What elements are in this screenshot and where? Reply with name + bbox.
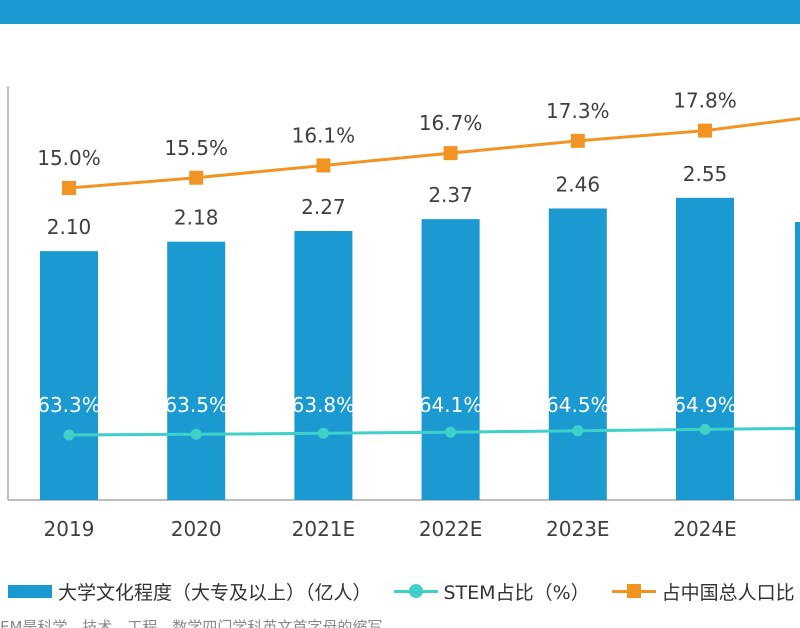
- population-point: [62, 181, 76, 195]
- population-value-label: 15.5%: [164, 136, 228, 160]
- population-point: [189, 170, 204, 185]
- bar-value-label: 2.27: [301, 195, 346, 219]
- stem-value-label: 64.9%: [673, 393, 737, 417]
- x-tick-label: 2024E: [673, 517, 737, 541]
- bar-value-label: 2.37: [428, 183, 473, 207]
- bar-2022E: [421, 219, 480, 500]
- stem-point: [63, 429, 75, 441]
- legend-swatch-population: [611, 584, 656, 598]
- bar-2021E: [294, 231, 353, 500]
- legend-swatch-bar: [8, 584, 52, 598]
- legend-item-stem: STEM占比（%）: [393, 578, 590, 605]
- population-point: [316, 158, 331, 173]
- stem-value-label: 63.5%: [164, 393, 228, 417]
- footnote: EM是科学、技术、工程、数学四门学科英文首字母的缩写: [0, 618, 383, 628]
- x-tick-label: 2020: [171, 517, 222, 541]
- bar-2024E: [676, 197, 734, 500]
- population-value-label: 15.0%: [37, 146, 101, 170]
- population-point: [443, 146, 458, 161]
- legend-label-bar: 大学文化程度（大专及以上）（亿人）: [58, 581, 372, 604]
- stem-point: [572, 425, 584, 437]
- legend-item-population: 占中国总人口比: [611, 578, 795, 605]
- population-value-label: 17.8%: [673, 89, 737, 113]
- population-value-label: 16.1%: [292, 123, 356, 147]
- stem-point: [317, 427, 329, 439]
- legend: 大学文化程度（大专及以上）（亿人） STEM占比（%） 占中国总人口比: [0, 574, 800, 608]
- population-value-label: 16.7%: [419, 111, 483, 135]
- bar-2023E: [548, 208, 607, 501]
- chart: 2.10 2.18 2.27 2.37 2.46 2.55 2019 2020 2021E 202…: [7, 86, 800, 541]
- legend-item-bar: 大学文化程度（大专及以上）（亿人）: [0, 578, 372, 605]
- stem-value-label: 63.8%: [292, 393, 356, 417]
- bar-2020: [167, 241, 226, 501]
- stem-point: [190, 428, 202, 440]
- header-band: [0, 0, 800, 24]
- population-point: [570, 133, 585, 148]
- x-tick-label: 2021E: [292, 517, 356, 541]
- bar-partial: [795, 222, 800, 500]
- stem-value-label: 63.3%: [37, 393, 101, 417]
- bar-value-label: 2.46: [556, 172, 601, 196]
- bar-value-label: 2.18: [174, 206, 219, 230]
- bar-value-label: 2.10: [47, 215, 92, 239]
- x-tick-label: 2019: [44, 517, 95, 541]
- x-tick-label: 2022E: [419, 517, 483, 541]
- stem-value-label: 64.5%: [546, 393, 610, 417]
- stem-point: [445, 426, 457, 438]
- legend-swatch-stem: [393, 584, 438, 598]
- population-point: [698, 123, 712, 138]
- legend-label-population: 占中国总人口比: [661, 581, 795, 604]
- stem-value-label: 64.1%: [419, 393, 483, 417]
- bar-2019: [40, 251, 98, 500]
- legend-label-stem: STEM占比（%）: [443, 581, 590, 604]
- x-tick-label: 2023E: [546, 517, 610, 541]
- population-value-label: 17.3%: [546, 99, 610, 123]
- stem-point: [699, 423, 711, 435]
- bar-value-label: 2.55: [683, 162, 728, 186]
